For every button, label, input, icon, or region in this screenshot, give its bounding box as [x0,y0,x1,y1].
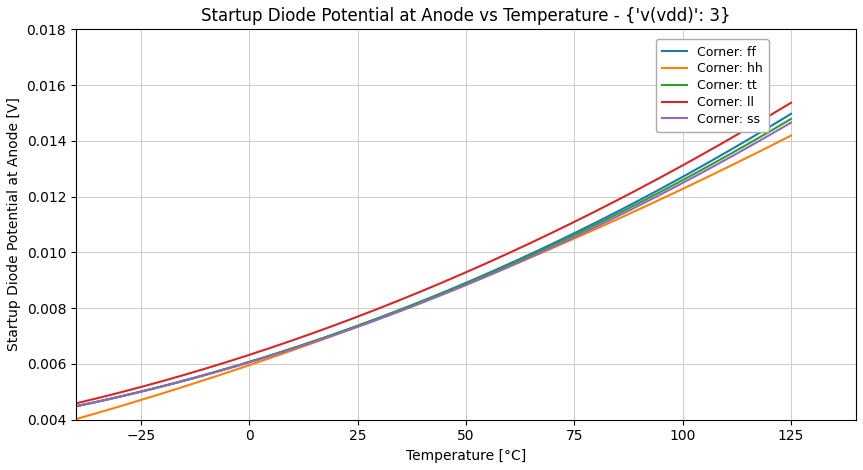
Corner: tt: (125, 0.0148): tt: (125, 0.0148) [786,116,797,122]
Corner: tt: (49.3, 0.00884): tt: (49.3, 0.00884) [457,282,468,288]
Y-axis label: Startup Diode Potential at Anode [V]: Startup Diode Potential at Anode [V] [7,98,21,352]
Corner: ss: (125, 0.0147): ss: (125, 0.0147) [786,120,797,125]
Corner: hh: (-40, 0.00402): hh: (-40, 0.00402) [71,416,81,422]
Corner: ll: (58.2, 0.00986): ll: (58.2, 0.00986) [496,254,507,259]
Corner: ff: (58.2, 0.00947): ff: (58.2, 0.00947) [496,265,507,270]
Corner: ll: (125, 0.0154): ll: (125, 0.0154) [786,100,797,106]
Corner: ll: (39.4, 0.00858): ll: (39.4, 0.00858) [414,289,425,295]
Corner: hh: (39.4, 0.00819): hh: (39.4, 0.00819) [414,300,425,306]
Corner: tt: (58.2, 0.00943): tt: (58.2, 0.00943) [496,266,507,271]
Corner: ff: (38.4, 0.00816): ff: (38.4, 0.00816) [410,301,420,306]
Corner: ss: (38.4, 0.0081): ss: (38.4, 0.0081) [410,303,420,308]
Corner: ll: (49.3, 0.00924): ll: (49.3, 0.00924) [457,271,468,276]
Corner: hh: (49.3, 0.00881): hh: (49.3, 0.00881) [457,283,468,289]
Legend: Corner: ff, Corner: hh, Corner: tt, Corner: ll, Corner: ss: Corner: ff, Corner: hh, Corner: tt, Corn… [656,39,769,132]
Corner: hh: (95.2, 0.0119): hh: (95.2, 0.0119) [657,196,667,202]
Corner: ss: (-40, 0.00448): ss: (-40, 0.00448) [71,404,81,409]
Corner: ll: (-40, 0.00459): ll: (-40, 0.00459) [71,400,81,406]
X-axis label: Temperature [°C]: Temperature [°C] [406,449,526,463]
Corner: hh: (121, 0.0139): hh: (121, 0.0139) [769,141,779,147]
Corner: ff: (95.2, 0.0123): ff: (95.2, 0.0123) [657,185,667,191]
Corner: tt: (121, 0.0144): tt: (121, 0.0144) [769,126,779,132]
Corner: tt: (38.4, 0.00815): tt: (38.4, 0.00815) [410,301,420,307]
Corner: hh: (58.2, 0.00938): hh: (58.2, 0.00938) [496,267,507,273]
Corner: tt: (-40, 0.00448): tt: (-40, 0.00448) [71,404,81,409]
Line: Corner: tt: Corner: tt [76,119,791,407]
Corner: ff: (39.4, 0.00823): ff: (39.4, 0.00823) [414,299,425,305]
Corner: ss: (49.3, 0.00878): ss: (49.3, 0.00878) [457,283,468,289]
Line: Corner: hh: Corner: hh [76,135,791,419]
Corner: ss: (121, 0.0143): ss: (121, 0.0143) [769,130,779,135]
Corner: tt: (95.2, 0.0122): tt: (95.2, 0.0122) [657,188,667,194]
Corner: tt: (39.4, 0.00821): tt: (39.4, 0.00821) [414,299,425,305]
Corner: ll: (121, 0.015): ll: (121, 0.015) [769,110,779,116]
Corner: ss: (58.2, 0.00937): ss: (58.2, 0.00937) [496,267,507,273]
Line: Corner: ll: Corner: ll [76,103,791,403]
Corner: ll: (38.4, 0.00852): ll: (38.4, 0.00852) [410,291,420,297]
Corner: hh: (125, 0.0142): hh: (125, 0.0142) [786,133,797,138]
Corner: ll: (95.2, 0.0127): ll: (95.2, 0.0127) [657,174,667,180]
Line: Corner: ff: Corner: ff [76,114,791,406]
Corner: ff: (121, 0.0146): ff: (121, 0.0146) [769,121,779,127]
Title: Startup Diode Potential at Anode vs Temperature - {'v(vdd)': 3}: Startup Diode Potential at Anode vs Temp… [201,7,731,25]
Line: Corner: ss: Corner: ss [76,123,791,407]
Corner: ff: (49.3, 0.00886): ff: (49.3, 0.00886) [457,282,468,287]
Corner: ff: (125, 0.015): ff: (125, 0.015) [786,111,797,117]
Corner: ss: (39.4, 0.00816): ss: (39.4, 0.00816) [414,301,425,306]
Corner: ss: (95.2, 0.0121): ss: (95.2, 0.0121) [657,191,667,196]
Corner: ff: (-40, 0.00449): ff: (-40, 0.00449) [71,403,81,409]
Corner: hh: (38.4, 0.00813): hh: (38.4, 0.00813) [410,302,420,307]
